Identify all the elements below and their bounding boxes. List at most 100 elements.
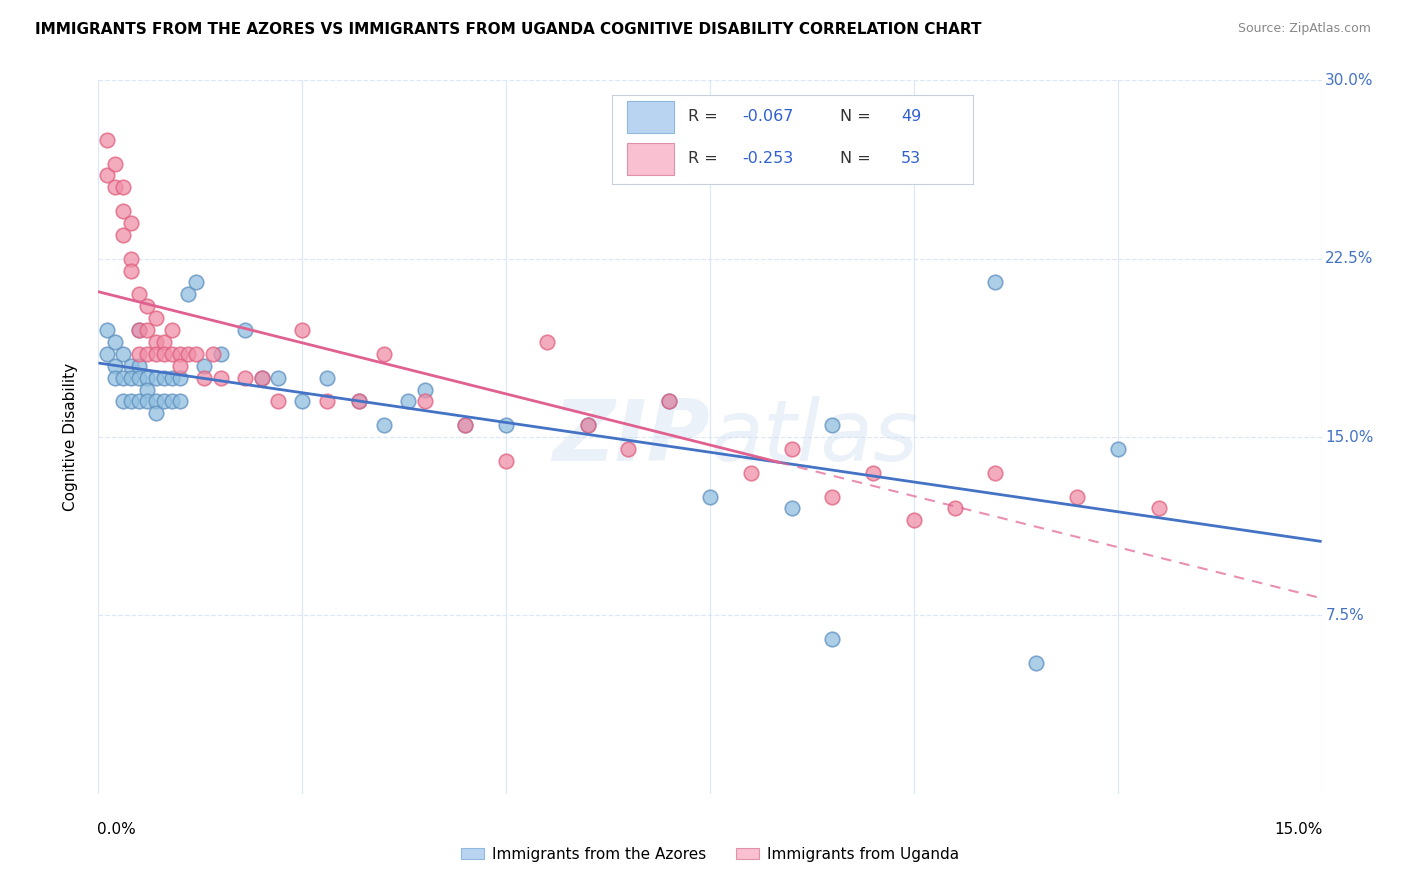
Text: 30.0%: 30.0% [1326,73,1374,87]
Legend: Immigrants from the Azores, Immigrants from Uganda: Immigrants from the Azores, Immigrants f… [456,841,965,868]
Point [104,334,127,349]
Point [169,394,191,409]
Point [145,394,167,409]
Point [120,216,142,230]
Point [145,370,167,384]
Point [740,466,762,480]
Point [136,394,159,409]
Point [821,632,844,647]
Point [160,347,183,361]
Text: IMMIGRANTS FROM THE AZORES VS IMMIGRANTS FROM UGANDA COGNITIVE DISABILITY CORREL: IMMIGRANTS FROM THE AZORES VS IMMIGRANTS… [35,22,981,37]
Point [96,347,118,361]
Point [177,347,200,361]
Point [120,359,142,373]
Point [111,394,134,409]
Point [96,133,118,147]
Point [169,359,191,373]
Text: ZIP: ZIP [553,395,710,479]
Point [128,370,150,384]
Point [291,394,314,409]
Point [315,370,337,384]
Point [120,394,142,409]
Point [145,334,167,349]
Text: 0.0%: 0.0% [97,822,136,838]
Point [169,370,191,384]
Point [160,394,183,409]
Point [454,418,477,433]
Point [128,347,150,361]
Point [903,513,925,527]
Point [104,370,127,384]
Point [862,466,884,480]
Point [177,287,200,301]
Point [193,370,215,384]
Point [152,394,174,409]
Point [233,370,256,384]
Point [291,323,314,337]
Point [943,501,966,516]
Point [413,383,436,397]
Point [373,418,395,433]
Point [1066,490,1088,504]
Text: atlas: atlas [710,395,918,479]
Point [120,252,142,266]
Point [120,370,142,384]
Point [111,370,134,384]
Point [576,418,599,433]
Point [152,334,174,349]
Point [136,323,159,337]
Point [267,370,290,384]
Point [186,347,208,361]
Point [128,359,150,373]
Point [96,323,118,337]
Point [536,334,558,349]
Point [186,276,208,290]
Point [193,359,215,373]
Point [617,442,640,456]
Point [250,370,273,384]
Point [576,418,599,433]
Point [454,418,477,433]
Point [152,347,174,361]
Point [104,180,127,194]
Point [699,490,721,504]
Point [349,394,371,409]
Point [233,323,256,337]
Point [1025,656,1047,670]
Point [413,394,436,409]
Point [315,394,337,409]
Point [136,347,159,361]
Point [152,370,174,384]
Point [111,227,134,242]
Point [984,466,1007,480]
Text: Source: ZipAtlas.com: Source: ZipAtlas.com [1237,22,1371,36]
Point [250,370,273,384]
Point [349,394,371,409]
Point [396,394,419,409]
Point [821,418,844,433]
Y-axis label: Cognitive Disability: Cognitive Disability [63,363,77,511]
Point [780,501,803,516]
Point [201,347,224,361]
Point [111,204,134,219]
Point [128,323,150,337]
Point [169,347,191,361]
Point [160,370,183,384]
Text: 22.5%: 22.5% [1326,252,1374,266]
Point [136,383,159,397]
Point [495,454,517,468]
Point [267,394,290,409]
Point [145,347,167,361]
Point [373,347,395,361]
Point [495,418,517,433]
Point [111,180,134,194]
Text: 15.0%: 15.0% [1274,822,1323,838]
Point [104,156,127,170]
Point [128,287,150,301]
Point [658,394,681,409]
Point [821,490,844,504]
Point [984,276,1007,290]
Point [136,299,159,313]
Point [658,394,681,409]
Point [780,442,803,456]
